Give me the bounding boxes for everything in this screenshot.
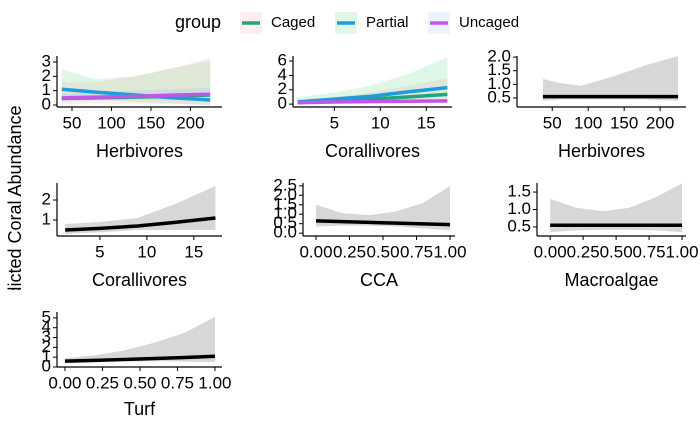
x-tick-label: 50 [63,113,82,132]
y-tick-label: 1 [42,209,51,228]
y-tick-label: 1.0 [507,199,531,218]
ribbon [542,56,679,101]
y-tick-label: 6 [278,51,287,70]
y-tick-label: 4 [278,65,287,84]
y-tick-label: 0.0 [273,223,297,242]
y-tick-label: 2.5 [273,175,297,194]
y-tick-label: 0.5 [507,216,531,235]
x-axis-title: Corallivores [92,270,187,290]
y-tick-label: 1.5 [487,60,511,79]
y-tick-label: 2.0 [273,185,297,204]
x-tick-label: 100 [574,113,602,132]
x-tick-label: 150 [137,113,165,132]
x-tick-label: 200 [176,113,204,132]
x-tick-label: 15 [417,113,436,132]
ribbon [550,183,683,233]
x-tick-label: 0.50 [366,242,399,261]
y-tick-label: 2 [42,337,51,356]
x-axis-title: Corallivores [325,141,420,161]
x-tick-label: 10 [371,113,390,132]
x-tick-label: 0.25 [567,242,600,261]
x-tick-label: 50 [543,113,562,132]
x-tick-label: 1.00 [433,242,466,261]
y-axis-title-group: Predicted Coral Abundance [5,105,25,324]
x-tick-label: 10 [137,242,156,261]
x-tick-label: 100 [97,113,125,132]
y-tick-label: 0 [42,356,51,375]
y-tick-label: 1.0 [487,74,511,93]
y-tick-label: 4 [42,317,51,336]
y-tick-label: 1 [42,80,51,99]
y-tick-label: 1.5 [507,182,531,201]
line [61,92,211,100]
x-axis-title: Macroalgae [564,270,658,290]
line [315,219,451,227]
ribbon [64,316,215,364]
x-tick-label: 0.75 [161,373,194,392]
ribbon [316,185,451,231]
y-tick-label: 2 [42,189,51,208]
x-axis-title: Herbivores [96,141,183,161]
line [65,216,216,232]
x-tick-label: 0.50 [123,373,156,392]
y-tick-label: 1.5 [273,194,297,213]
x-axis-title: Turf [124,399,156,419]
x-tick-label: 15 [184,242,203,261]
x-tick-label: 0.00 [299,242,332,261]
line [64,354,216,363]
y-tick-label: 2 [278,79,287,98]
x-tick-label: 0.75 [400,242,433,261]
legend-label: Caged [271,14,315,31]
y-tick-label: 3 [42,327,51,346]
line [297,99,448,105]
legend-label: Partial [366,14,409,31]
y-tick-label: 0 [42,94,51,113]
x-tick-label: 0.25 [333,242,366,261]
y-tick-label: 0.5 [273,213,297,232]
y-tick-label: 1.0 [273,204,297,223]
y-axis-title: Predicted Coral Abundance [5,105,25,324]
x-axis-title: CCA [360,270,398,290]
x-tick-label: 0.75 [633,242,666,261]
y-tick-label: 2.0 [487,47,511,66]
line [297,85,448,104]
x-tick-label: 5 [330,113,339,132]
x-tick-label: 0.50 [600,242,633,261]
x-tick-label: 0.00 [534,242,567,261]
y-tick-label: 5 [42,307,51,326]
legend-label: Uncaged [459,14,519,31]
x-axis-title: Herbivores [558,141,645,161]
legend-title: group [175,12,221,32]
y-tick-label: 2 [42,66,51,85]
y-tick-label: 0.5 [487,87,511,106]
x-tick-label: 1.00 [198,373,231,392]
y-tick-label: 1 [42,347,51,366]
x-tick-label: 0.00 [48,373,81,392]
x-tick-label: 1.00 [665,242,698,261]
x-tick-label: 5 [95,242,104,261]
y-tick-label: 0 [278,94,287,113]
x-tick-label: 0.25 [86,373,119,392]
x-tick-label: 150 [610,113,638,132]
y-tick-label: 3 [42,52,51,71]
x-tick-label: 200 [646,113,674,132]
